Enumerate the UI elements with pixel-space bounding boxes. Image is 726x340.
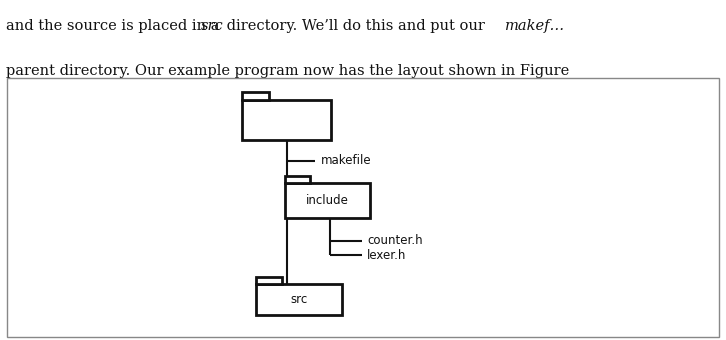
Text: src: src [200,19,223,33]
Bar [242,100,331,140]
Bar [256,277,282,284]
Bar [242,92,269,100]
Text: and the source is placed in a: and the source is placed in a [6,19,224,33]
Text: counter.h: counter.h [367,235,423,248]
Text: src: src [290,293,308,306]
Bar [256,284,342,314]
Text: makef…: makef… [505,19,566,33]
Bar [285,183,370,218]
Text: include: include [306,194,349,207]
Text: lexer.h: lexer.h [367,249,407,262]
Text: directory. We’ll do this and put our: directory. We’ll do this and put our [222,19,489,33]
Text: parent directory. Our example program now has the layout shown in Figure: parent directory. Our example program no… [6,64,569,78]
Text: makefile: makefile [321,154,372,167]
Bar [285,176,310,183]
